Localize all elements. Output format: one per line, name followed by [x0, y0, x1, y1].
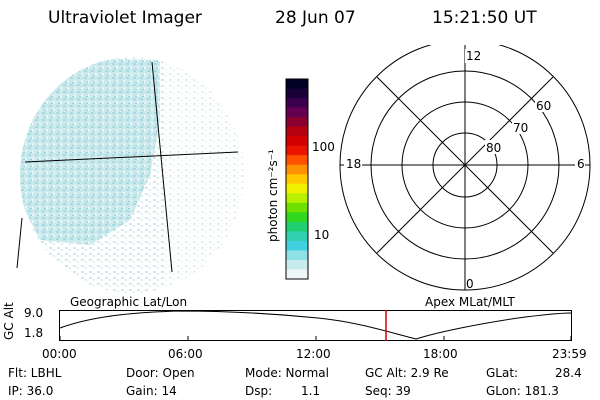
colorbar-band [286, 269, 308, 280]
colorbar-band [286, 88, 308, 99]
mlt-label-0: 0 [466, 277, 474, 291]
colorbar-band [286, 231, 308, 242]
colorbar-band [286, 107, 308, 118]
left-panel-title: Geographic Lat/Lon [70, 295, 188, 309]
colorbar-band [286, 98, 308, 109]
colorbar-unit-label: photon cm⁻²s⁻¹ [266, 149, 280, 242]
grid-line [24, 151, 239, 163]
time-label: 15:21:50 UT [432, 8, 537, 28]
seq-status: Seq: 39 [365, 384, 411, 398]
lat-label-60: 60 [536, 99, 551, 113]
colorbar-tick-100: 100 [312, 140, 335, 154]
altitude-curve [59, 310, 572, 340]
lat-label-80: 80 [486, 141, 501, 155]
timeline-ytick-9: 9.0 [24, 306, 44, 320]
polar-diagonal [376, 76, 554, 254]
colorbar-band [286, 164, 308, 175]
mlt-label-18: 18 [346, 157, 361, 171]
colorbar-band [286, 136, 308, 147]
gain-status: Gain: 14 [126, 384, 177, 398]
timeline-xtick-0000: 00:00 [42, 347, 77, 361]
gc-alt-status: GC Alt: 2.9 Re [365, 366, 449, 380]
timeline-xtick-1200: 12:00 [296, 347, 331, 361]
lat-label-70: 70 [513, 121, 528, 135]
date-label: 28 Jun 07 [275, 8, 356, 28]
auroral-disc [20, 57, 244, 293]
colorbar-band [286, 126, 308, 137]
glat-label: GLat: [486, 366, 519, 380]
grid-line [16, 217, 23, 269]
colorbar-band [286, 79, 308, 90]
ip-status: IP: 36.0 [8, 384, 54, 398]
colorbar-band [286, 174, 308, 185]
colorbar-band [286, 259, 308, 270]
colorbar-band [286, 212, 308, 223]
colorbar-tick-10: 10 [314, 228, 330, 242]
altitude-timeline [59, 310, 572, 341]
mlt-label-12: 12 [466, 49, 481, 63]
filter-status: Flt: LBHL [8, 366, 62, 380]
colorbar-band [286, 202, 308, 213]
geographic-image [16, 57, 244, 293]
glon-status: GLon: 181.3 [486, 384, 559, 398]
colorbar-band [286, 155, 308, 166]
door-status: Door: Open [126, 366, 195, 380]
dsp-label: Dsp: [245, 384, 273, 398]
colorbar-band [286, 193, 308, 204]
colorbar-band [286, 221, 308, 232]
timeline-xtick-2359: 23:59 [552, 347, 587, 361]
right-panel-title: Apex MLat/MLT [425, 295, 515, 309]
mlt-label-6: 6 [577, 157, 585, 171]
timeline-xtick-0600: 06:00 [168, 347, 203, 361]
colorbar-band [286, 117, 308, 128]
colorbar-band [286, 183, 308, 194]
mode-status: Mode: Normal [245, 366, 329, 380]
dsp-value: 1.1 [301, 384, 321, 398]
polar-plot: 12 18 6 0 60 70 80 [339, 45, 591, 291]
colorbar-band [286, 250, 308, 261]
glat-value: 28.4 [555, 366, 582, 380]
timeline-ylabel: GC Alt [2, 302, 16, 340]
color-bar [285, 78, 309, 280]
colorbar-band [286, 240, 308, 251]
timeline-xtick-1800: 18:00 [423, 347, 458, 361]
instrument-title: Ultraviolet Imager [48, 8, 202, 28]
timeline-ytick-1-8: 1.8 [24, 326, 44, 340]
grid-line [151, 61, 173, 273]
colorbar-band [286, 145, 308, 156]
